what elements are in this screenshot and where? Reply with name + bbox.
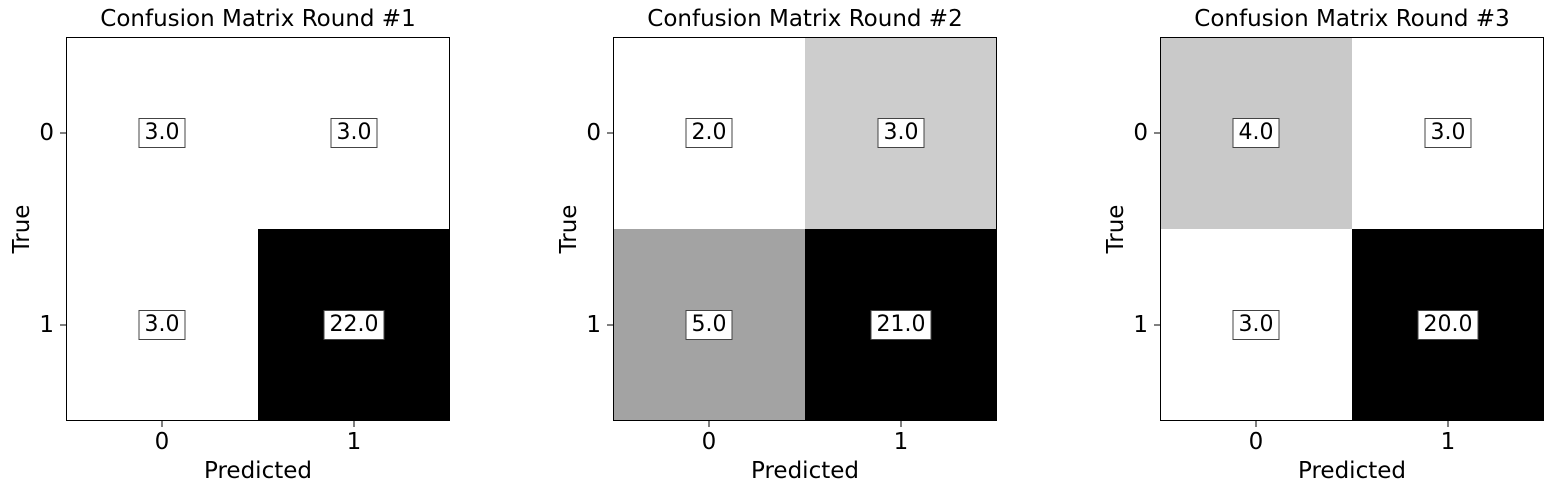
cell-value-label: 3.0 (1232, 310, 1280, 340)
x-tick-label: 0 (1248, 429, 1264, 455)
chart-title: Confusion Matrix Round #3 (1194, 6, 1510, 32)
chart-title: Confusion Matrix Round #1 (100, 6, 416, 32)
y-axis-label: True (9, 204, 35, 254)
y-tick-label: 0 (39, 120, 54, 146)
cell-value-label: 2.0 (685, 118, 733, 148)
y-tick-label: 1 (1133, 312, 1148, 338)
cell-value-label: 3.0 (138, 118, 186, 148)
y-tick-label: 1 (39, 312, 54, 338)
cell-value-label: 5.0 (685, 310, 733, 340)
y-tick-label: 0 (586, 120, 601, 146)
cell-value-label: 20.0 (1417, 310, 1479, 340)
confusion-matrix-panel: 4.0 3.0 3.0 20.0 0 1 0 1 Confusion Matrix Round … (1094, 0, 1553, 495)
y-axis-label: True (556, 204, 582, 254)
y-tick-label: 0 (1133, 120, 1148, 146)
x-tick-label: 1 (346, 429, 362, 455)
cell-value-label: 3.0 (1424, 118, 1472, 148)
cell-value-label: 3.0 (877, 118, 925, 148)
x-axis-label: Predicted (204, 458, 312, 484)
cell-value-label: 3.0 (330, 118, 378, 148)
x-tick-label: 1 (893, 429, 909, 455)
confusion-matrix-panel: 2.0 3.0 5.0 21.0 0 1 0 1 Confusion Matrix Round … (547, 0, 1087, 495)
y-tick-label: 1 (586, 312, 601, 338)
chart-title: Confusion Matrix Round #2 (647, 6, 963, 32)
cell-value-label: 4.0 (1232, 118, 1280, 148)
x-axis-label: Predicted (751, 458, 859, 484)
cell-value-label: 21.0 (870, 310, 932, 340)
x-tick-label: 0 (701, 429, 717, 455)
y-axis-label: True (1103, 204, 1129, 254)
cell-value-label: 3.0 (138, 310, 186, 340)
axes-frame (613, 37, 997, 421)
heatmap-svg (1154, 37, 1544, 427)
heatmap-svg (607, 37, 997, 427)
heatmap-svg (60, 37, 450, 427)
confusion-matrix-panel: 3.0 3.0 3.0 22.0 0 1 0 1 Confusion Matrix Round … (0, 0, 540, 495)
x-axis-label: Predicted (1298, 458, 1406, 484)
axes-frame (66, 37, 450, 421)
x-tick-label: 1 (1440, 429, 1456, 455)
cell-value-label: 22.0 (323, 310, 385, 340)
axes-frame (1160, 37, 1544, 421)
x-tick-label: 0 (154, 429, 170, 455)
